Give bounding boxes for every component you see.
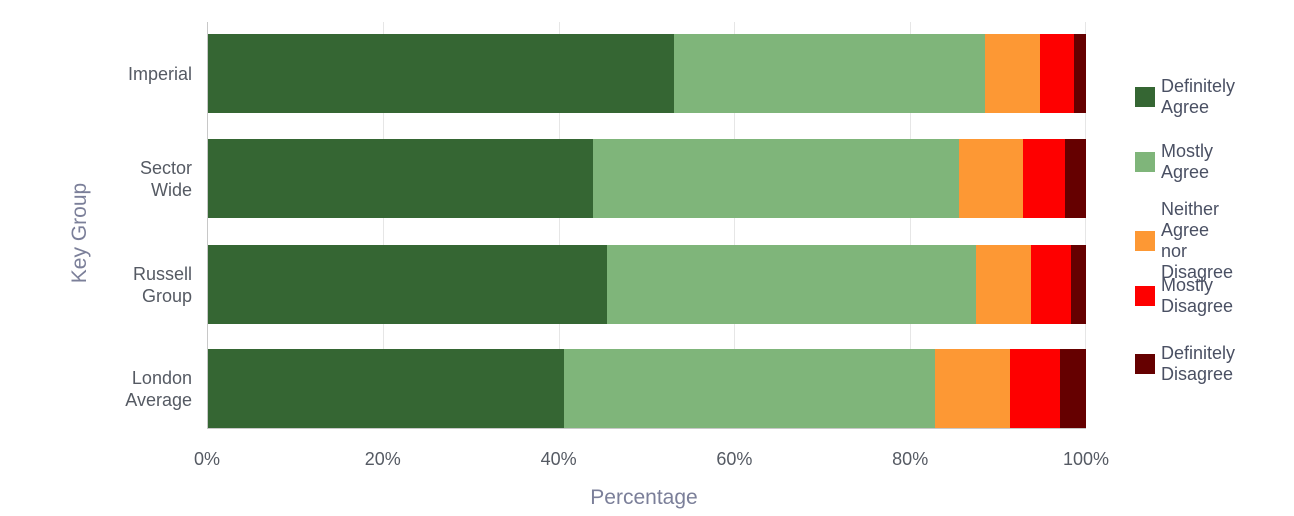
gridline-100 <box>1085 22 1086 429</box>
y-tick-label: Russell Group <box>132 263 192 306</box>
bar-segment <box>934 349 1011 428</box>
legend-item[interactable]: Definitely Disagree <box>1135 343 1235 385</box>
legend-label: Definitely Agree <box>1161 76 1236 117</box>
gridline-20 <box>382 22 384 429</box>
x-tick-label: 20% <box>364 449 401 469</box>
legend-label: Mostly Disagree <box>1161 275 1234 316</box>
x-tick-label: 60% <box>716 449 753 469</box>
x-tick-label: 40% <box>540 449 577 469</box>
y-axis-title: Key Group <box>68 182 91 284</box>
x-tick-label: 100% <box>1062 449 1110 469</box>
legend-swatch-icon <box>1135 152 1155 172</box>
bar-segment <box>207 245 607 324</box>
legend-item[interactable]: Mostly Agree <box>1135 141 1213 183</box>
y-tick-label: Sector Wide <box>139 157 192 200</box>
bar-segment <box>1010 349 1061 428</box>
x-tick-label: 0% <box>193 449 221 469</box>
bar-segment <box>976 245 1032 324</box>
bar-segment <box>207 34 674 113</box>
legend-item[interactable]: Neither Agree nor Disagree <box>1135 199 1233 283</box>
bar-segment <box>1031 245 1072 324</box>
bar-segment <box>1060 349 1086 428</box>
legend-label: Mostly Agree <box>1161 141 1214 182</box>
bar-segment <box>1064 139 1086 218</box>
legend-swatch-icon <box>1135 286 1155 306</box>
bar-russell-group <box>207 245 1086 324</box>
y-tick-label: Imperial <box>127 63 192 84</box>
bar-sector-wide <box>207 139 1086 218</box>
bar-segment <box>1022 139 1065 218</box>
bar-segment <box>207 349 564 428</box>
legend-swatch-icon <box>1135 87 1155 107</box>
bar-segment <box>1040 34 1074 113</box>
bar-segment <box>673 34 985 113</box>
bar-segment <box>207 139 593 218</box>
y-axis-line <box>207 22 208 429</box>
legend-label: Neither Agree nor Disagree <box>1161 198 1234 282</box>
bar-segment <box>606 245 977 324</box>
bar-segment <box>1073 34 1086 113</box>
gridline-80 <box>910 22 912 429</box>
legend-swatch-icon <box>1135 230 1155 251</box>
x-axis-line <box>207 428 1086 429</box>
gridline-60 <box>734 22 736 429</box>
bar-segment <box>592 139 960 218</box>
bar-imperial <box>207 34 1086 113</box>
x-axis-title: Percentage <box>590 486 698 509</box>
legend-item[interactable]: Mostly Disagree <box>1135 275 1233 317</box>
legend-label: Definitely Disagree <box>1161 343 1236 384</box>
legend-swatch-icon <box>1135 354 1155 374</box>
y-tick-label: London Average <box>125 367 192 410</box>
bar-segment <box>984 34 1041 113</box>
gridline-40 <box>558 22 560 429</box>
x-tick-label: 80% <box>892 449 929 469</box>
bar-segment <box>563 349 935 428</box>
bar-london-average <box>207 349 1086 428</box>
bar-segment <box>959 139 1023 218</box>
bar-segment <box>1071 245 1086 324</box>
plot-area <box>207 22 1086 429</box>
legend-item[interactable]: Definitely Agree <box>1135 76 1235 118</box>
